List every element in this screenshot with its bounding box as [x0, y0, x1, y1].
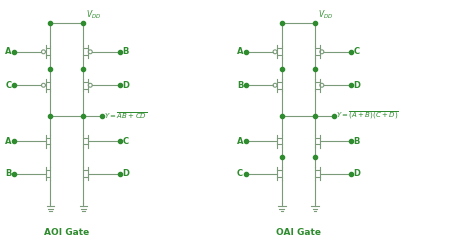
Text: A: A	[5, 137, 11, 146]
Text: B: B	[354, 137, 360, 146]
Text: $Y = \overline{(A+B)(C+D)}$: $Y = \overline{(A+B)(C+D)}$	[336, 110, 399, 122]
Text: C: C	[354, 47, 360, 56]
Text: A: A	[5, 47, 11, 56]
Text: $V_{DD}$: $V_{DD}$	[318, 9, 333, 21]
Text: C: C	[122, 137, 128, 146]
Text: D: D	[354, 81, 361, 90]
Text: C: C	[5, 81, 11, 90]
Text: B: B	[237, 81, 243, 90]
Text: C: C	[237, 169, 243, 178]
Text: $Y = \overline{AB + CD}$: $Y = \overline{AB + CD}$	[104, 111, 147, 121]
Text: D: D	[354, 169, 361, 178]
Text: A: A	[237, 137, 243, 146]
Text: OAI Gate: OAI Gate	[276, 228, 321, 237]
Text: AOI Gate: AOI Gate	[44, 228, 90, 237]
Text: B: B	[5, 169, 11, 178]
Text: B: B	[122, 47, 128, 56]
Text: $V_{DD}$: $V_{DD}$	[86, 9, 101, 21]
Text: A: A	[237, 47, 243, 56]
Text: D: D	[122, 81, 129, 90]
Text: D: D	[122, 169, 129, 178]
